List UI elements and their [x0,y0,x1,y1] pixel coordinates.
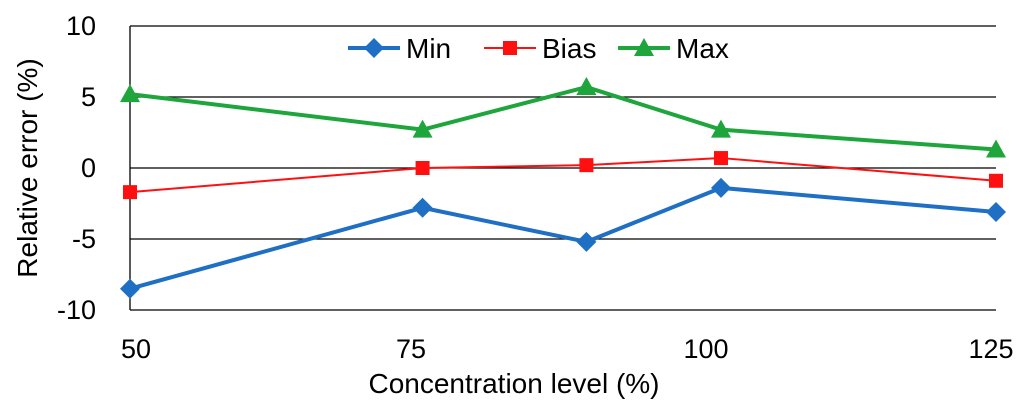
legend-swatch-marker [364,38,384,58]
x-tick-label: 50 [121,334,151,364]
x-axis-title: Concentration level (%) [368,368,659,399]
data-point-max [120,84,140,103]
series-min [120,177,1006,299]
data-point-min [120,278,140,299]
legend-item-max: Max [618,33,729,64]
data-point-max [576,77,597,96]
data-point-max [710,119,731,138]
legend-swatch-marker [634,38,654,56]
data-point-bias [415,161,430,175]
y-tick-label: 10 [66,11,96,41]
series-layer [120,77,1006,299]
x-tick-label: 100 [683,334,728,364]
data-point-min [412,197,433,218]
data-point-bias [713,151,728,166]
legend: Min Bias Max [348,33,729,64]
legend-swatch-marker [503,41,517,55]
legend-label: Bias [542,33,596,64]
legend-label: Max [676,33,729,64]
series-line-min [129,185,997,291]
data-point-min [986,202,1006,223]
series-line-bias [129,157,997,194]
y-tick-label: -10 [57,295,96,325]
data-point-bias [579,158,594,173]
data-point-max [986,139,1006,158]
legend-item-bias: Bias [484,33,596,64]
x-tick-labels: 50 75 100 125 [121,334,1014,364]
series-max [120,77,1006,158]
y-tick-label: 5 [81,82,96,112]
y-tick-label: 0 [81,153,96,183]
data-point-min [710,177,731,198]
y-axis-title: Relative error (%) [12,58,43,277]
y-tick-labels: 10 5 0 -5 -10 [57,11,96,325]
legend-label: Min [406,33,451,64]
x-tick-label: 125 [968,334,1013,364]
data-point-min [576,231,597,252]
data-point-max [412,119,433,138]
legend-item-min: Min [348,33,451,64]
x-tick-label: 75 [396,334,426,364]
data-point-bias [989,173,1003,188]
y-tick-label: -5 [72,224,96,254]
grid-lines [130,25,996,311]
data-point-bias [123,185,137,200]
series-bias [123,151,1003,200]
